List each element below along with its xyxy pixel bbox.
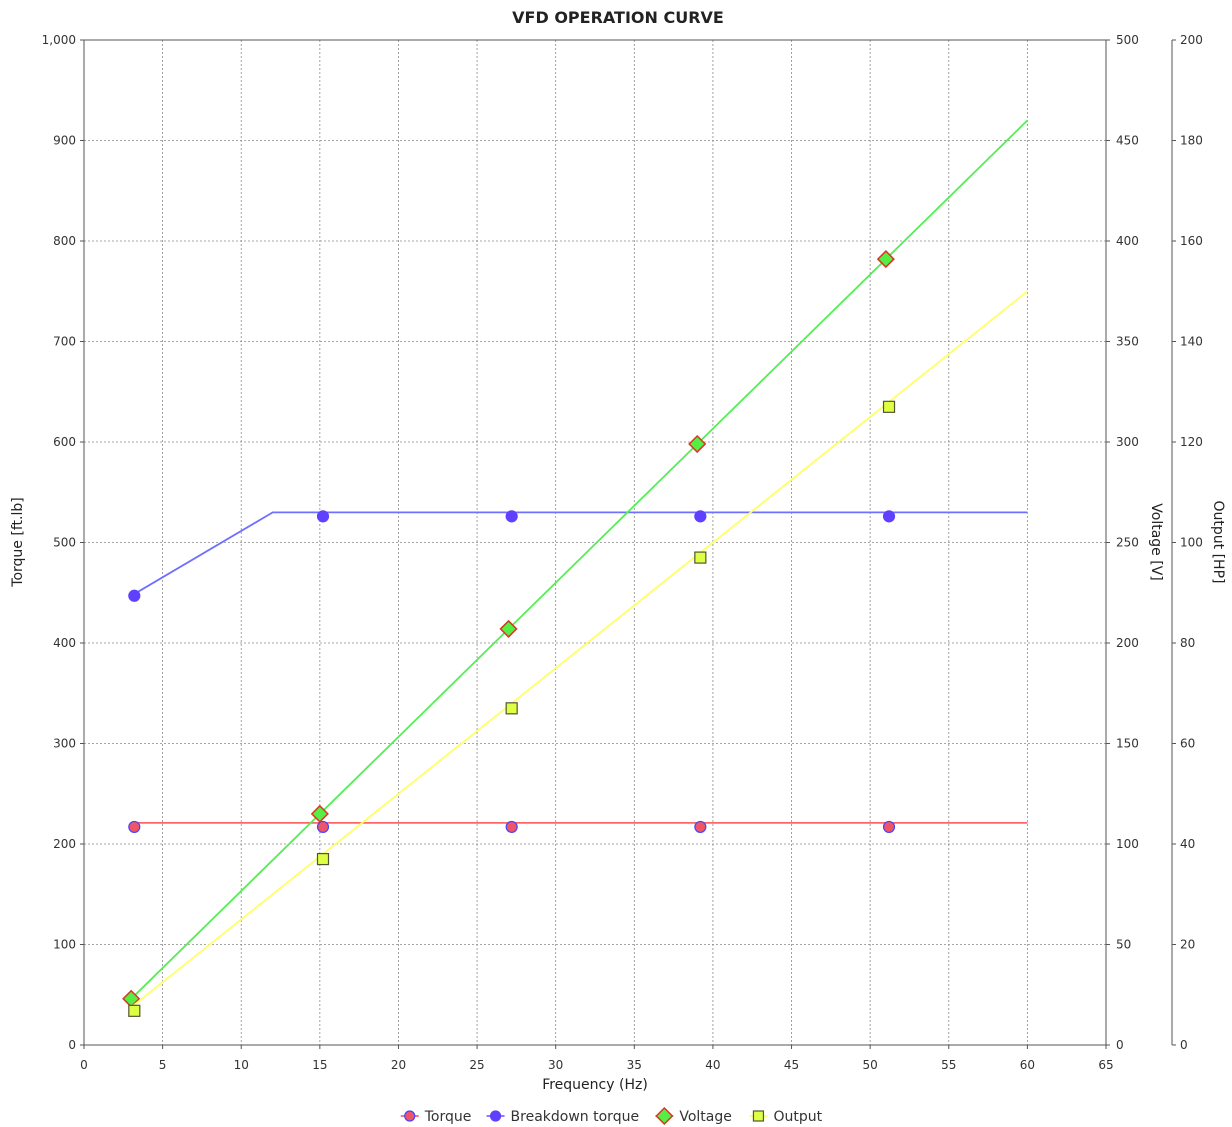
legend: Torque Breakdown torque Voltage Output <box>400 1106 823 1126</box>
breakdown-torque-marker <box>128 589 141 602</box>
voltage-tick-label: 300 <box>1116 435 1139 449</box>
legend-item-output: Output <box>749 1109 823 1125</box>
voltage-marker <box>688 434 707 454</box>
series <box>122 119 1029 1017</box>
breakdown-torque-marker <box>694 510 707 523</box>
x-tick-label: 20 <box>391 1058 406 1072</box>
legend-label: Output <box>773 1109 822 1125</box>
series-output <box>128 290 1028 1017</box>
x-tick-label: 50 <box>863 1058 878 1072</box>
left-tick-label: 100 <box>53 938 76 952</box>
x-tick-label: 60 <box>1020 1058 1035 1072</box>
legend-item-breakdown-torque: Breakdown torque <box>486 1109 640 1125</box>
output-tick-label: 180 <box>1180 134 1203 148</box>
series-voltage <box>122 119 1029 1008</box>
torque-marker <box>316 820 330 834</box>
output-marker <box>694 551 707 564</box>
voltage-marker <box>310 804 329 823</box>
legend-swatch-marker <box>489 1110 502 1122</box>
x-tick-label: 35 <box>627 1058 642 1072</box>
x-tick-label: 15 <box>312 1058 327 1072</box>
voltage-tick-label: 450 <box>1116 134 1139 148</box>
grid <box>84 40 1106 1045</box>
voltage-tick-label: 400 <box>1116 234 1139 248</box>
x-tick-label: 40 <box>705 1058 720 1072</box>
voltage-line <box>130 119 1029 1000</box>
output-marker <box>128 1004 141 1017</box>
output-axis-label: Output [HP] <box>1210 501 1226 584</box>
left-tick-label: 0 <box>68 1038 76 1052</box>
left-tick-label: 600 <box>53 435 76 449</box>
legend-swatch-marker <box>655 1106 674 1126</box>
left-tick-label: 800 <box>53 234 76 248</box>
output-marker <box>316 852 330 866</box>
voltage-marker <box>499 619 518 638</box>
voltage-tick-label: 200 <box>1116 636 1139 650</box>
x-axis-label: Frequency (Hz) <box>542 1077 648 1093</box>
legend-swatch-marker <box>404 1110 416 1122</box>
voltage-tick-label: 150 <box>1116 737 1139 751</box>
output-tick-label: 80 <box>1180 636 1195 650</box>
voltage-tick-label: 500 <box>1116 33 1139 47</box>
output-tick-label: 160 <box>1180 234 1203 248</box>
voltage-tick-label: 250 <box>1116 536 1139 550</box>
output-tick-label: 100 <box>1180 536 1203 550</box>
legend-swatch-marker <box>752 1110 765 1122</box>
x-tick-label: 45 <box>784 1058 799 1072</box>
output-tick-label: 20 <box>1180 938 1195 952</box>
legend-label: Voltage <box>679 1109 732 1125</box>
legend-item-voltage: Voltage <box>655 1106 732 1126</box>
left-tick-label: 900 <box>53 134 76 148</box>
x-tick-label: 55 <box>941 1058 956 1072</box>
torque-marker <box>128 820 141 834</box>
output-marker <box>505 702 518 715</box>
output-tick-label: 60 <box>1180 737 1195 751</box>
left-tick-label: 1,000 <box>42 33 76 47</box>
x-tick-label: 0 <box>80 1058 88 1072</box>
legend-label: Breakdown torque <box>511 1109 640 1125</box>
voltage-tick-label: 100 <box>1116 837 1139 851</box>
voltage-tick-label: 350 <box>1116 335 1139 349</box>
chart-title: VFD OPERATION CURVE <box>512 8 724 27</box>
output-tick-label: 140 <box>1180 335 1203 349</box>
left-axis-label: Torque [ft.lb] <box>10 497 26 587</box>
x-tick-label: 5 <box>159 1058 167 1072</box>
x-tick-label: 65 <box>1098 1058 1113 1072</box>
left-tick-label: 500 <box>53 536 76 550</box>
axes: 0 5 10 15 20 25 30 35 40 45 50 55 60 6501002003004005… <box>42 33 1203 1072</box>
series-breakdown-torque <box>128 510 1028 602</box>
x-tick-label: 10 <box>234 1058 249 1072</box>
legend-item-torque: Torque <box>400 1109 472 1125</box>
output-tick-label: 40 <box>1180 837 1195 851</box>
breakdown-torque-marker <box>505 510 518 523</box>
output-tick-label: 200 <box>1180 33 1203 47</box>
x-tick-label: 25 <box>469 1058 484 1072</box>
voltage-tick-label: 0 <box>1116 1038 1124 1052</box>
output-marker <box>882 400 896 413</box>
left-tick-label: 200 <box>53 837 76 851</box>
breakdown-torque-marker <box>882 510 896 523</box>
voltage-tick-label: 50 <box>1116 938 1131 952</box>
output-tick-label: 120 <box>1180 435 1203 449</box>
voltage-marker <box>876 250 895 269</box>
output-line <box>130 290 1028 1009</box>
left-tick-label: 700 <box>53 335 76 349</box>
series-torque <box>128 820 1028 834</box>
breakdown-torque-marker <box>316 510 330 523</box>
left-tick-label: 400 <box>53 636 76 650</box>
x-tick-label: 30 <box>548 1058 563 1072</box>
torque-marker <box>694 820 707 834</box>
breakdown-torque-line <box>130 511 1028 597</box>
left-tick-label: 300 <box>53 737 76 751</box>
torque-marker <box>882 820 896 834</box>
legend-label: Torque <box>424 1109 472 1125</box>
voltage-axis-label: Voltage [V] <box>1148 503 1164 580</box>
output-tick-label: 0 <box>1180 1038 1188 1052</box>
torque-marker <box>505 820 518 834</box>
